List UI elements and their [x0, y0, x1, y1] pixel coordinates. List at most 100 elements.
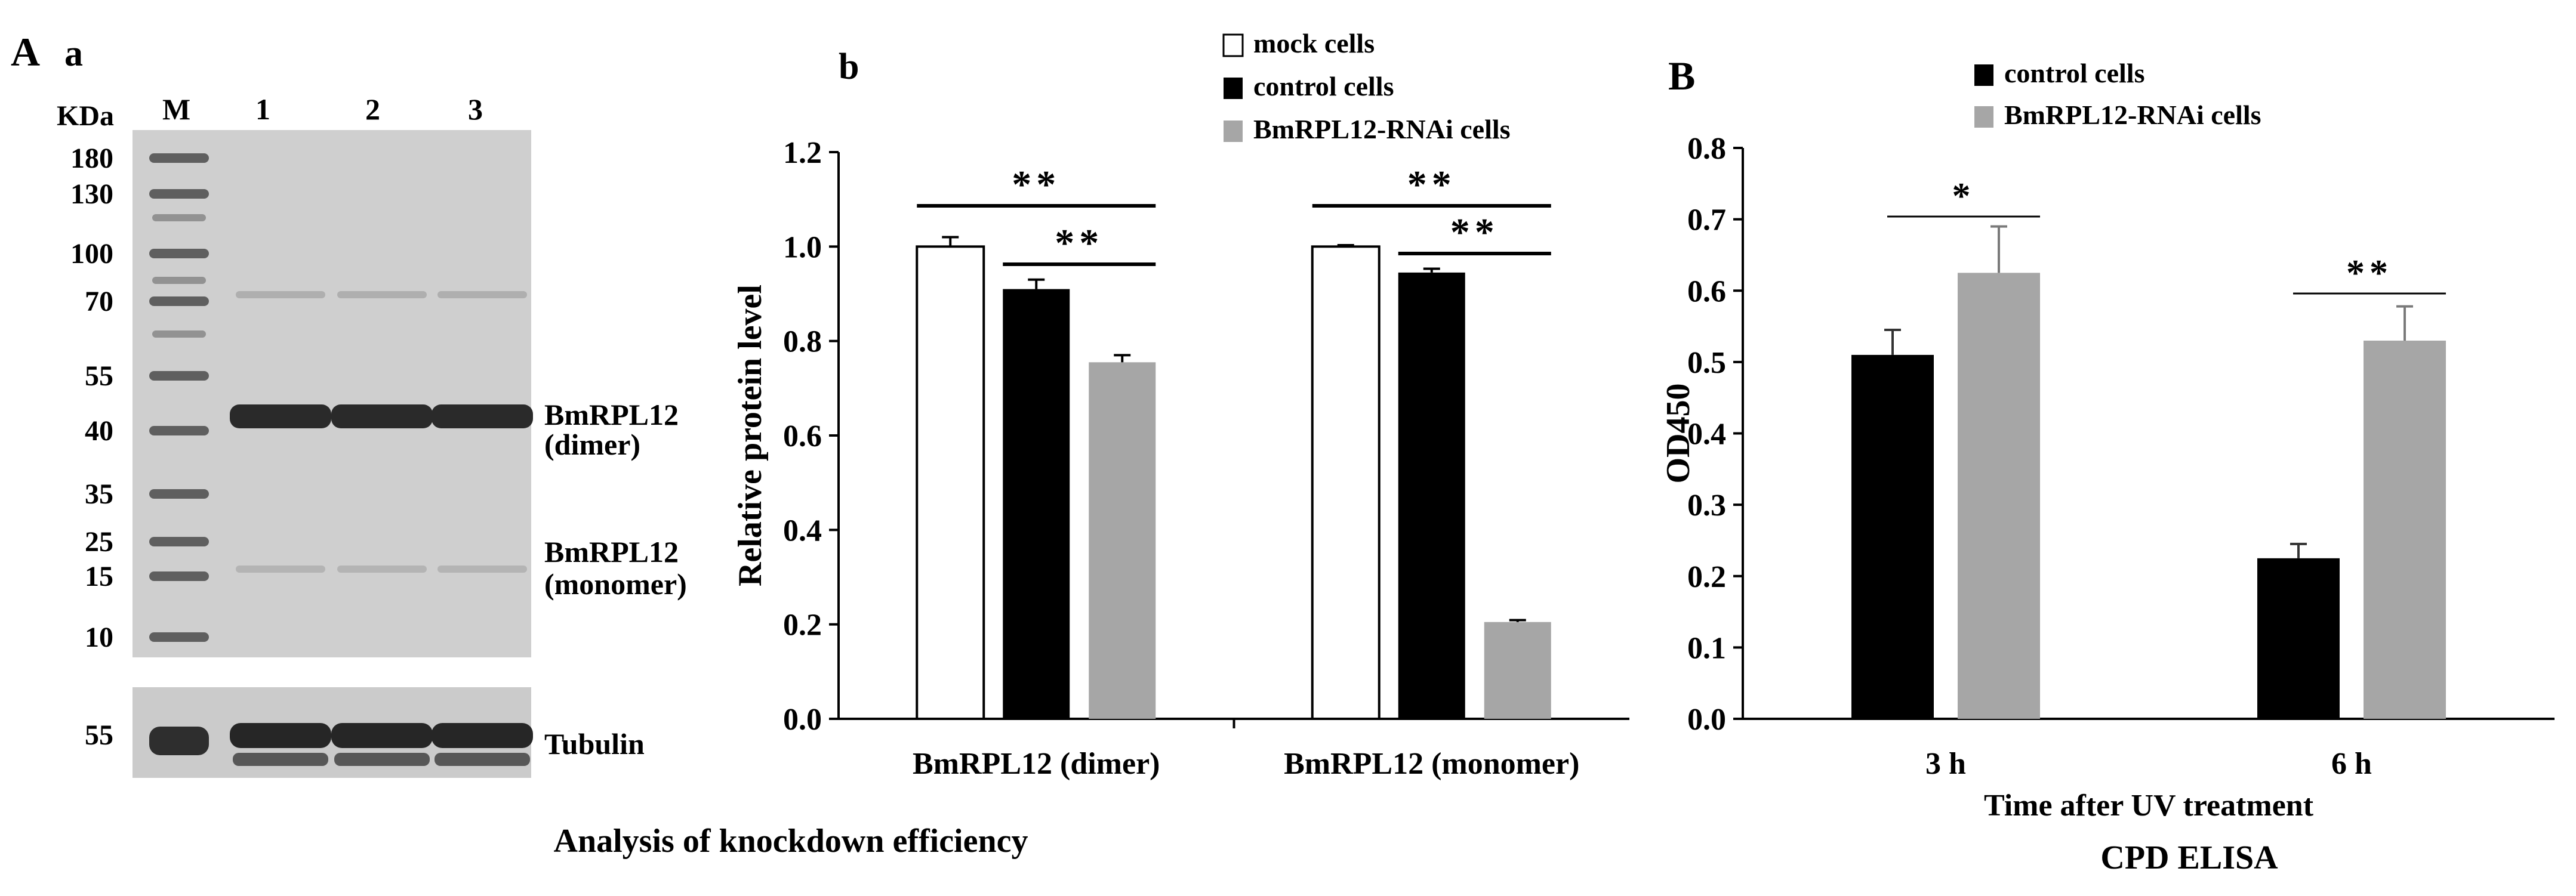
tubulin-marker-size: 55 — [85, 719, 113, 751]
ladder-band-180 — [149, 153, 209, 163]
tubulin-band-lane-2 — [331, 723, 433, 748]
significance-marker: ** — [2346, 253, 2393, 293]
ladder-band-70 — [149, 296, 209, 306]
y-axis-label: Relative protein level — [732, 285, 769, 586]
x-category-label: 6 h — [2331, 747, 2372, 781]
y-tick-label: 1.2 — [783, 136, 822, 170]
marker-size-55: 55 — [85, 360, 113, 392]
legend-swatch — [1224, 121, 1243, 142]
y-tick-label: 0.8 — [783, 325, 822, 359]
bar — [1484, 622, 1551, 719]
bar — [1003, 289, 1070, 719]
ladder-band-faint — [152, 330, 206, 338]
band-label-monomer-form: (monomer) — [544, 567, 687, 601]
marker-size-100: 100 — [70, 238, 113, 270]
chart-relative-protein-level: 0.0 0.2 0.4 0.6 0.8 1.0 1.2 BmRPL12 (dimer) BmRP… — [732, 28, 1629, 781]
legend-label: control cells — [1253, 71, 1394, 101]
bar — [1851, 354, 1934, 719]
bar — [1089, 362, 1156, 719]
chart-cpd-elisa: 0.0 0.1 0.2 0.3 0.4 0.5 0.6 0.7 0.8 3 h 6 h OD450 Ti… — [1660, 58, 2555, 823]
y-tick-label: 0.3 — [1687, 489, 1726, 523]
faint-band-lane-3 — [437, 291, 527, 298]
marker-size-130: 130 — [70, 178, 113, 210]
y-tick-label: 0.1 — [1687, 631, 1726, 665]
significance-marker: * — [1952, 176, 1976, 217]
marker-size-40: 40 — [85, 415, 113, 447]
y-tick-label: 0.5 — [1687, 346, 1726, 380]
y-tick-label: 0.6 — [783, 419, 822, 453]
monomer-band-lane-2 — [337, 566, 427, 573]
significance-marker: ** — [1012, 163, 1061, 206]
lane-label-2: 2 — [365, 92, 380, 126]
bar — [2257, 558, 2340, 719]
ladder-band-55 — [149, 371, 209, 381]
y-tick-label: 0.6 — [1687, 274, 1726, 308]
bar — [1958, 273, 2040, 719]
bar — [916, 245, 985, 721]
caption-knockdown: Analysis of knockdown efficiency — [554, 823, 1028, 860]
panel-label-a: a — [64, 33, 83, 74]
ladder-band-10 — [149, 632, 209, 642]
bar — [1398, 272, 1465, 719]
tubulin-band-lower-lane-3 — [435, 753, 530, 766]
marker-size-180: 180 — [70, 143, 113, 174]
ladder-band-100 — [149, 249, 209, 258]
ladder-band-faint — [152, 214, 206, 221]
marker-size-70: 70 — [85, 286, 113, 317]
ladder-band-35 — [149, 489, 209, 499]
legend-swatch — [1222, 33, 1244, 57]
marker-size-35: 35 — [85, 478, 113, 510]
faint-band-lane-1 — [236, 291, 325, 298]
x-category-label: BmRPL12 (monomer) — [1284, 747, 1579, 781]
ladder-band-130 — [149, 189, 209, 199]
monomer-band-lane-1 — [236, 566, 325, 573]
y-tick-label: 1.0 — [783, 230, 822, 264]
significance-marker: ** — [1055, 221, 1104, 265]
y-tick-label: 0.0 — [783, 703, 822, 737]
caption-cpd-elisa: CPD ELISA — [2100, 839, 2278, 876]
y-tick-label: 0.2 — [1687, 560, 1726, 594]
y-tick-label: 0.8 — [1687, 132, 1726, 166]
band-label-dimer-form: (dimer) — [544, 428, 640, 461]
y-tick-label: 0.2 — [783, 608, 822, 642]
significance-marker: ** — [1450, 211, 1499, 254]
legend-label: mock cells — [1253, 28, 1375, 58]
tubulin-band-lower-lane-1 — [233, 753, 328, 766]
lane-label-3: 3 — [468, 92, 483, 126]
legend-label: control cells — [2004, 58, 2144, 88]
band-label-monomer-name: BmRPL12 — [544, 535, 679, 569]
ladder-band-25 — [149, 537, 209, 546]
y-tick-label: 0.0 — [1687, 703, 1726, 737]
legend-swatch — [1974, 64, 1993, 86]
dimer-band-lane-1 — [230, 404, 331, 428]
y-tick-label: 0.7 — [1687, 203, 1726, 237]
x-category-label: 3 h — [1925, 747, 1966, 781]
legend-swatch — [1224, 78, 1243, 99]
tubulin-band-lane-3 — [432, 723, 533, 748]
x-axis-label: Time after UV treatment — [1984, 789, 2314, 823]
panel-label-A: A — [11, 29, 40, 75]
y-tick-label: 0.4 — [783, 514, 822, 548]
tubulin-ladder-band — [149, 727, 209, 755]
ladder-band-15 — [149, 571, 209, 581]
legend-label: BmRPL12-RNAi cells — [2004, 100, 2261, 130]
bar — [2364, 340, 2446, 719]
ladder-band-faint — [152, 277, 206, 284]
x-category-label: BmRPL12 (dimer) — [913, 747, 1160, 781]
panel-label-b: b — [839, 47, 859, 87]
ladder-band-40 — [149, 426, 209, 435]
dimer-band-lane-2 — [331, 404, 433, 428]
band-label-dimer-name: BmRPL12 — [544, 398, 679, 431]
marker-size-25: 25 — [85, 526, 113, 558]
bar — [1311, 245, 1381, 721]
monomer-band-lane-3 — [437, 566, 527, 573]
kda-label: KDa — [57, 100, 114, 132]
band-label-tubulin: Tubulin — [544, 727, 645, 761]
tubulin-band-lower-lane-2 — [334, 753, 430, 766]
legend-swatch — [1974, 106, 1993, 128]
faint-band-lane-2 — [337, 291, 427, 298]
significance-marker: ** — [1407, 163, 1456, 206]
dimer-band-lane-3 — [432, 404, 533, 428]
